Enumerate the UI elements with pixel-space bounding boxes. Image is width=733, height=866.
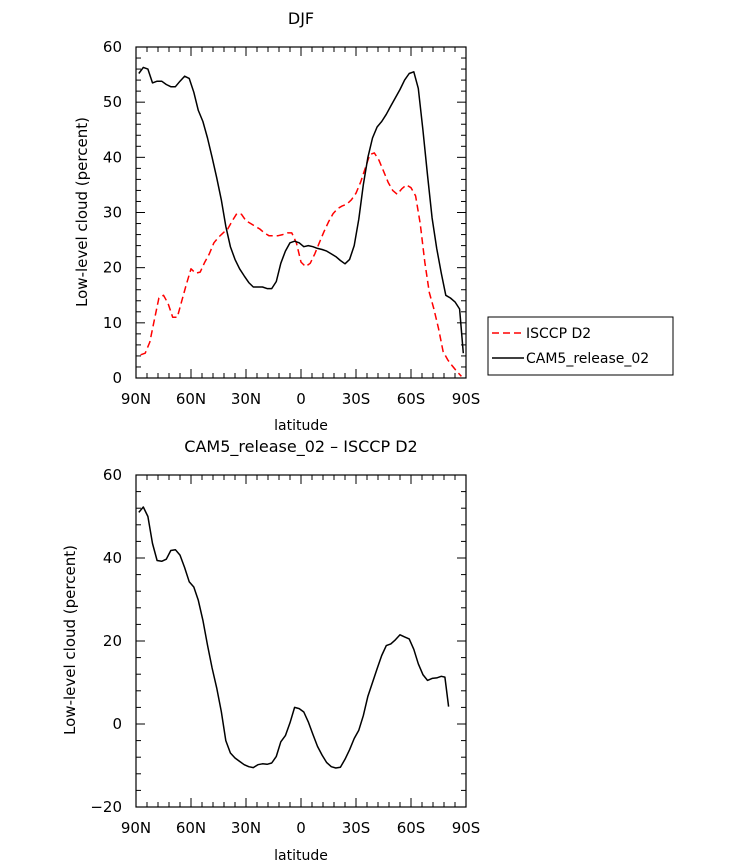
bottom-x-tick-label: 60N: [176, 819, 206, 837]
top-panel-plot-area: [138, 66, 465, 377]
top-y-tick-label: 50: [103, 93, 122, 111]
top-y-tick-label: 60: [103, 38, 122, 56]
bottom-panel-plot-area: [138, 506, 450, 769]
top-panel: DJF Low-level cloud (percent) latitude I…: [73, 9, 674, 434]
legend-box: [487, 316, 674, 376]
top-x-tick-label: 90S: [452, 390, 481, 408]
top-x-tick-label: 30N: [231, 390, 261, 408]
top-y-tick-label: 30: [103, 204, 122, 222]
legend: ISCCP D2 CAM5_release_02: [487, 316, 674, 376]
bottom-panel-y-axis-label: Low-level cloud (percent): [61, 545, 79, 735]
bottom-y-tick-label: 60: [103, 466, 122, 484]
top-x-tick-label: 0: [296, 390, 306, 408]
legend-label-isccp: ISCCP D2: [526, 326, 591, 342]
top-panel-y-axis-label: Low-level cloud (percent): [73, 117, 91, 307]
bottom-x-tick-label: 90S: [452, 819, 481, 837]
bottom-x-tick-label: 60S: [397, 819, 426, 837]
top-series-line-cam5: [138, 66, 465, 354]
bottom-y-tick-label: 40: [103, 549, 122, 567]
bottom-x-tick-label: 30S: [342, 819, 371, 837]
bottom-x-tick-label: 30N: [231, 819, 261, 837]
bottom-x-tick-label: 90N: [121, 819, 151, 837]
top-y-tick-label: 10: [103, 314, 122, 332]
top-y-tick-label: 20: [103, 259, 122, 277]
bottom-y-tick-label: 0: [112, 715, 122, 733]
bottom-series-line-difference: [138, 506, 450, 769]
top-y-tick-label: 40: [103, 148, 122, 166]
legend-label-cam5: CAM5_release_02: [526, 351, 649, 367]
top-panel-frame: [135, 46, 467, 379]
bottom-panel: CAM5_release_02 – ISCCP D2 Low-level clo…: [61, 437, 480, 864]
bottom-panel-x-axis-label: latitude: [274, 848, 328, 864]
top-panel-x-axis-label: latitude: [274, 418, 328, 434]
top-x-tick-label: 90N: [121, 390, 151, 408]
top-x-tick-label: 30S: [342, 390, 371, 408]
top-panel-title: DJF: [288, 9, 314, 28]
top-x-tick-label: 60S: [397, 390, 426, 408]
bottom-y-tick-label: 20: [103, 632, 122, 650]
bottom-y-tick-label: −20: [90, 798, 122, 816]
top-y-tick-label: 0: [112, 369, 122, 387]
top-series-line-isccp: [140, 152, 462, 377]
bottom-panel-frame: [135, 474, 467, 808]
bottom-x-tick-label: 0: [296, 819, 306, 837]
bottom-panel-title: CAM5_release_02 – ISCCP D2: [184, 437, 417, 457]
top-x-tick-label: 60N: [176, 390, 206, 408]
